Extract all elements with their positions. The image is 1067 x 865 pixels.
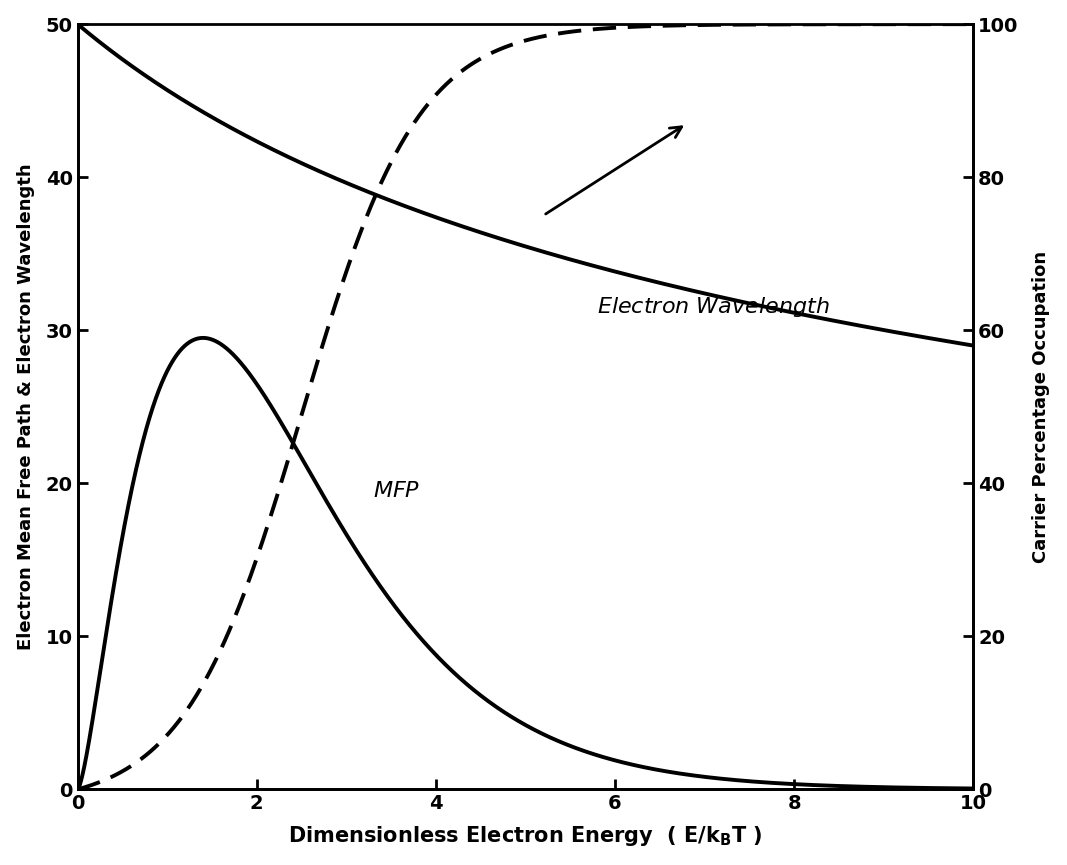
Y-axis label: Carrier Percentage Occupation: Carrier Percentage Occupation [1033,251,1050,563]
Y-axis label: Electron Mean Free Path & Electron Wavelength: Electron Mean Free Path & Electron Wavel… [17,163,34,650]
Text: $\mathit{MFP}$: $\mathit{MFP}$ [373,481,420,501]
X-axis label: Dimensionless Electron Energy  ( E/k$_\mathbf{B}$T ): Dimensionless Electron Energy ( E/k$_\ma… [288,824,763,849]
Text: $\mathit{Electron\ Wavelength}$: $\mathit{Electron\ Wavelength}$ [598,295,830,319]
